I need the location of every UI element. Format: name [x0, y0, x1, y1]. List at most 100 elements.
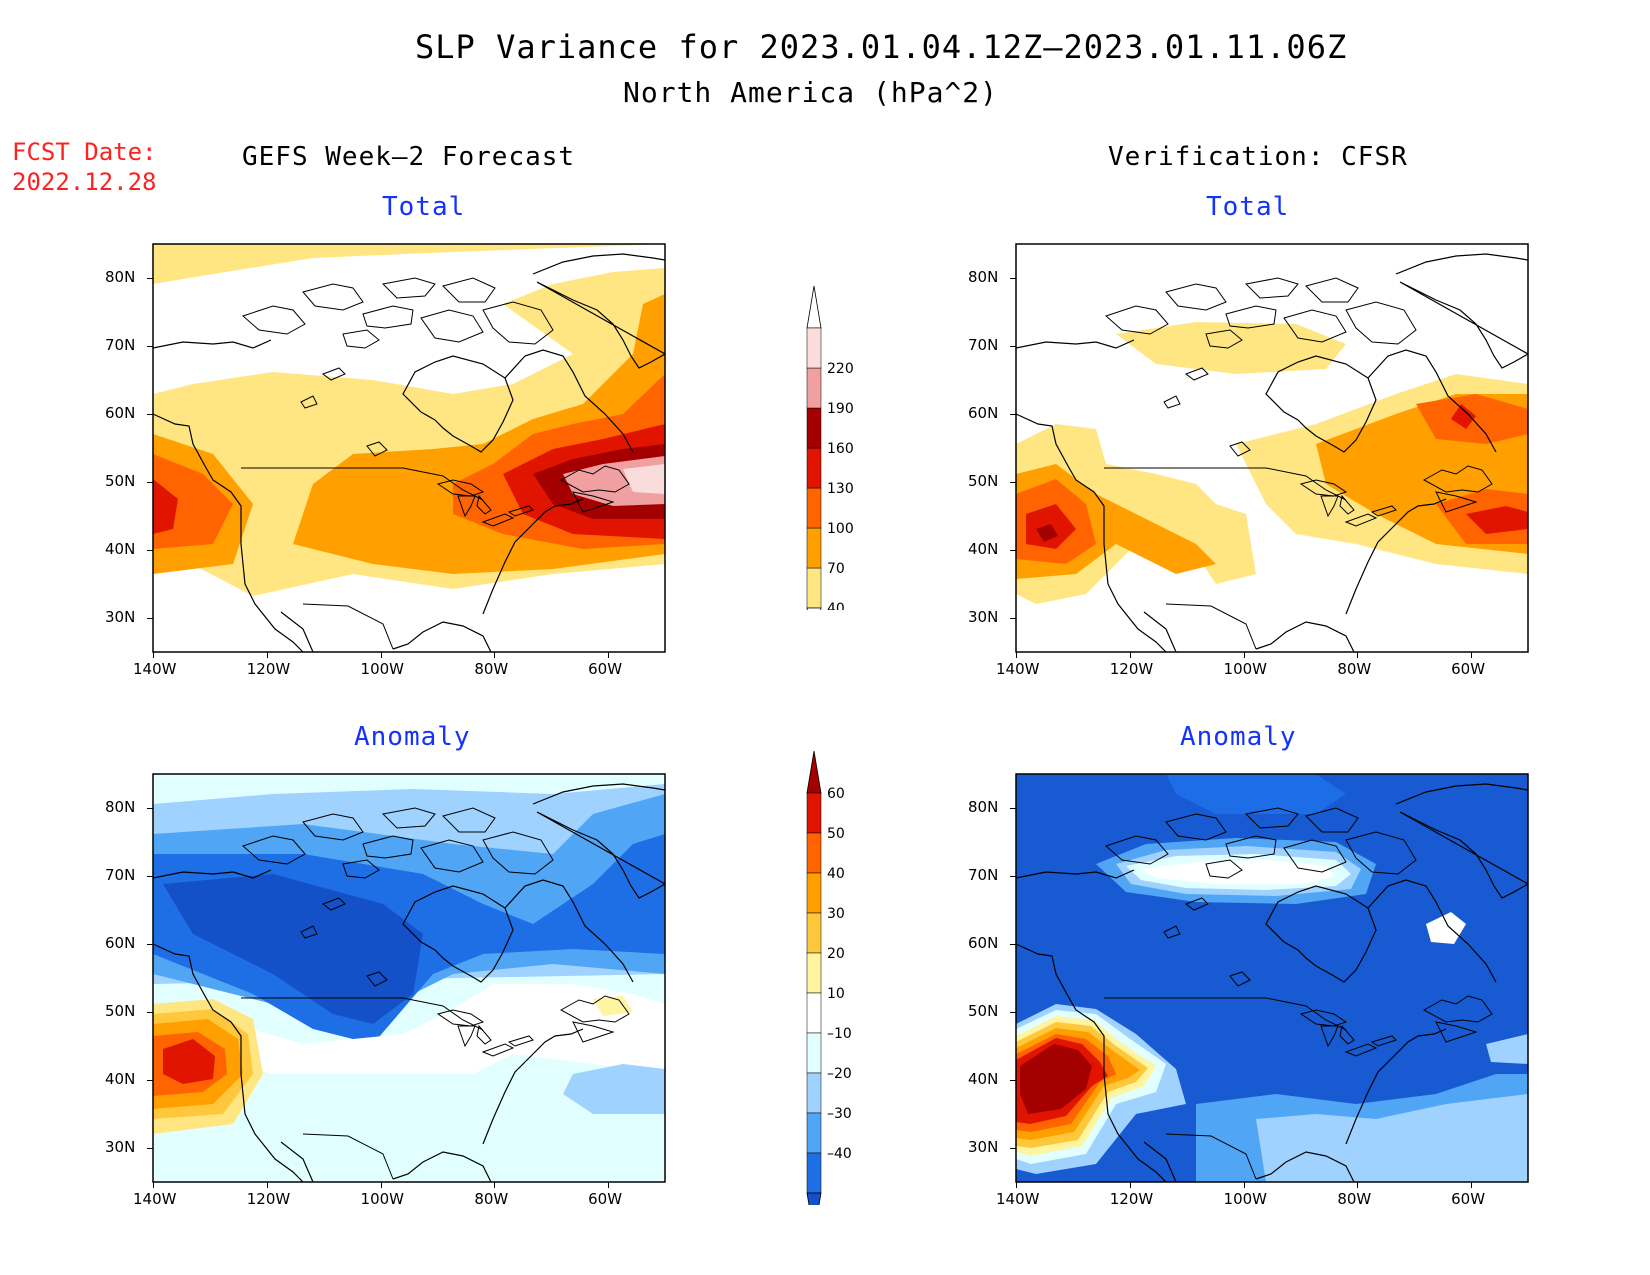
- verification-anomaly-map: [958, 770, 1538, 1234]
- colorbar-swatch: [806, 327, 822, 369]
- lon-tick-label: 60W: [1451, 660, 1486, 678]
- colorbar-swatch: [806, 992, 822, 1034]
- lat-tick-label: 70N: [968, 866, 999, 884]
- colorbar-swatch: [806, 487, 822, 529]
- figure-title: SLP Variance for 2023.01.04.12Z–2023.01.…: [415, 28, 1348, 66]
- colorbar-swatch: [806, 792, 822, 834]
- lon-tick: [266, 652, 268, 658]
- lon-tick: [266, 1182, 268, 1188]
- forecast-total-svg: [152, 243, 666, 653]
- lat-tick: [1010, 346, 1016, 347]
- colorbar-swatch: [806, 527, 822, 569]
- lon-tick-label: 140W: [133, 1190, 177, 1208]
- colorbar-level-label: 130: [827, 481, 854, 497]
- lon-tick: [1016, 1182, 1017, 1188]
- lat-tick: [147, 618, 153, 619]
- lon-tick: [608, 652, 610, 658]
- colorbar-swatch: [806, 872, 822, 914]
- verification-total-title: Total: [1206, 192, 1290, 222]
- lat-tick-label: 70N: [105, 336, 136, 354]
- colorbar-level-label: –20: [827, 1066, 852, 1082]
- lon-tick: [1471, 652, 1473, 658]
- lat-tick-label: 40N: [968, 540, 999, 558]
- forecast-anomaly-title: Anomaly: [354, 722, 471, 752]
- forecast-anomaly-map: [95, 770, 675, 1234]
- colorbar-arrow-top: [806, 750, 822, 794]
- lon-tick: [1129, 652, 1131, 658]
- lat-tick: [1010, 414, 1016, 415]
- forecast-total-title: Total: [382, 192, 466, 222]
- lon-tick-label: 100W: [1223, 1190, 1268, 1208]
- lat-tick: [1010, 278, 1016, 279]
- forecast-anomaly-svg: [152, 773, 666, 1183]
- lon-tick-label: 120W: [246, 1190, 291, 1208]
- lat-tick-label: 30N: [105, 608, 136, 626]
- lon-tick: [494, 652, 496, 658]
- lon-tick: [1471, 1182, 1473, 1188]
- lat-tick: [147, 1080, 153, 1081]
- lat-tick: [147, 414, 153, 415]
- lon-tick: [380, 1182, 382, 1188]
- fcst-date-label: FCST Date:: [12, 138, 157, 166]
- lon-tick-label: 100W: [1223, 660, 1268, 678]
- colorbar-level-label: 40: [827, 601, 845, 610]
- colorbar-level-label: 220: [827, 361, 854, 377]
- colorbar-level-label: 50: [827, 826, 845, 842]
- lat-tick-label: 50N: [105, 1002, 136, 1020]
- colorbar-swatch: [806, 1032, 822, 1074]
- lat-tick: [147, 550, 153, 551]
- verification-anomaly-svg: [1015, 773, 1529, 1183]
- lat-tick-label: 60N: [968, 934, 999, 952]
- lon-tick-label: 60W: [1451, 1190, 1486, 1208]
- lon-tick: [1357, 652, 1359, 658]
- lon-tick-label: 80W: [1337, 1190, 1372, 1208]
- lat-tick: [1010, 1080, 1016, 1081]
- lat-tick-label: 60N: [105, 404, 136, 422]
- lat-tick-label: 30N: [105, 1138, 136, 1156]
- lat-tick: [147, 944, 153, 945]
- lon-tick-label: 140W: [133, 660, 177, 678]
- colorbar-swatch: [806, 447, 822, 489]
- lat-tick: [1010, 1148, 1016, 1149]
- verification-total-map: [958, 240, 1538, 704]
- lat-tick-label: 80N: [105, 268, 136, 286]
- colorbar-swatch: [806, 367, 822, 409]
- colorbar-arrow-bottom: [806, 607, 822, 610]
- lat-tick: [1010, 808, 1016, 809]
- lat-tick-label: 60N: [105, 934, 136, 952]
- colorbar-level-label: 40: [827, 866, 845, 882]
- lat-tick-label: 60N: [968, 404, 999, 422]
- lat-tick: [147, 1148, 153, 1149]
- lat-tick: [147, 1012, 153, 1013]
- lon-tick-label: 140W: [996, 660, 1040, 678]
- colorbar-swatch: [806, 952, 822, 994]
- lon-tick-label: 120W: [1109, 660, 1154, 678]
- lat-tick: [147, 346, 153, 347]
- colorbar-swatch: [806, 407, 822, 449]
- lat-tick-label: 40N: [105, 1070, 136, 1088]
- fcst-date-value: 2022.12.28: [12, 168, 157, 196]
- lon-tick: [1016, 652, 1017, 658]
- lat-tick-label: 50N: [968, 1002, 999, 1020]
- lat-tick-label: 80N: [968, 798, 999, 816]
- lat-tick: [147, 278, 153, 279]
- lon-tick: [1243, 1182, 1245, 1188]
- colorbar-level-label: 160: [827, 441, 854, 457]
- colorbar-swatch: [806, 1152, 822, 1194]
- colorbar-swatch: [806, 567, 822, 609]
- lon-tick-label: 60W: [588, 1190, 623, 1208]
- lon-tick-label: 80W: [474, 660, 509, 678]
- lat-tick-label: 70N: [105, 866, 136, 884]
- lat-tick: [1010, 550, 1016, 551]
- lat-tick-label: 80N: [968, 268, 999, 286]
- lat-tick-label: 30N: [968, 608, 999, 626]
- forecast-column-heading: GEFS Week–2 Forecast: [242, 142, 576, 172]
- colorbar-swatch: [806, 1112, 822, 1154]
- colorbar-level-label: 10: [827, 986, 845, 1002]
- colorbar-level-label: 70: [827, 561, 845, 577]
- lon-tick: [1357, 1182, 1359, 1188]
- lat-tick-label: 80N: [105, 798, 136, 816]
- lat-tick: [147, 808, 153, 809]
- lon-tick-label: 120W: [246, 660, 291, 678]
- figure-subtitle: North America (hPa^2): [623, 76, 999, 109]
